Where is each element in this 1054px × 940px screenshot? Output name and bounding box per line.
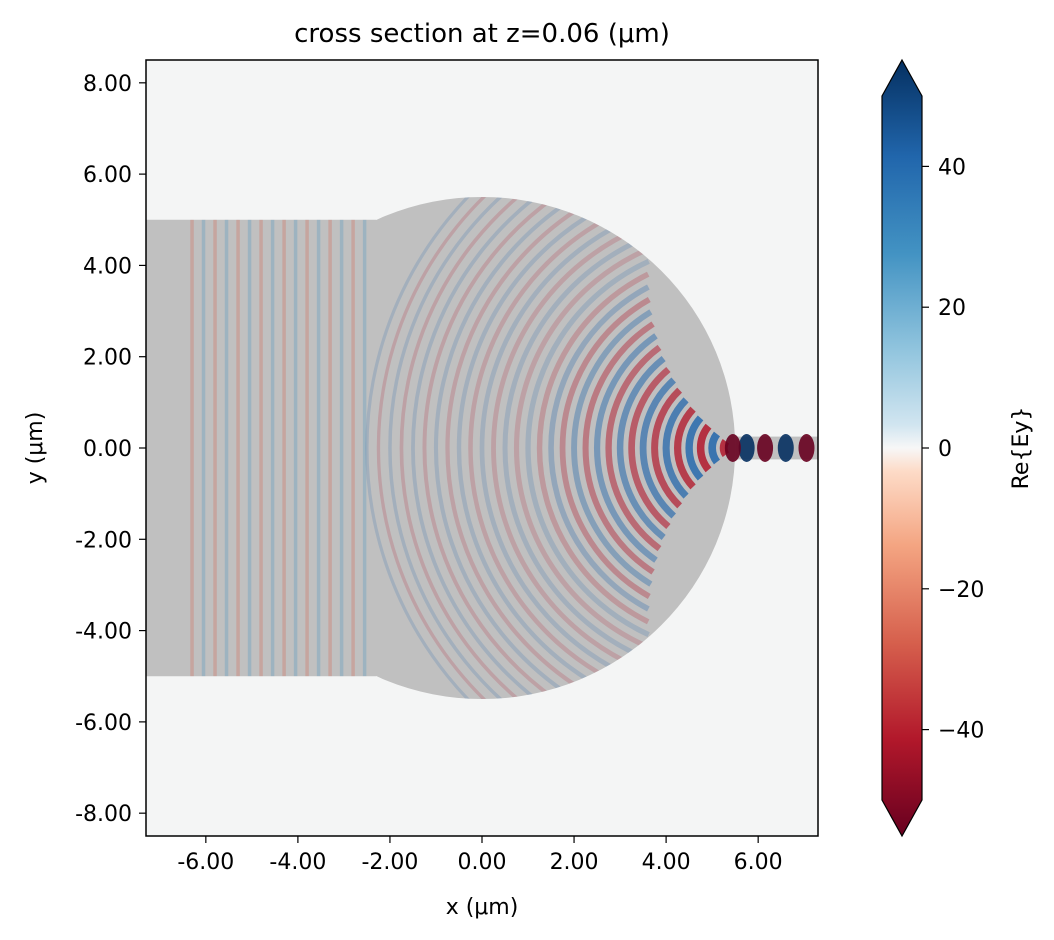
colorbar: 40 20 0 −20 −40 Re{Ey}	[881, 58, 1034, 838]
x-axis-ticks: -6.00 -4.00 -2.00 0.00 2.00 4.00 6.00	[177, 836, 783, 875]
y-tick-label: -4.00	[75, 620, 132, 645]
waveguide-field	[724, 434, 815, 462]
colorbar-gradient	[881, 58, 923, 838]
mode-field-lobe	[777, 434, 794, 462]
focusing-wavefront	[582, 321, 655, 575]
y-tick-label: 4.00	[83, 254, 132, 279]
y-tick-label: -6.00	[75, 711, 132, 736]
focusing-wavefront	[548, 284, 650, 612]
field-wavefronts	[190, 196, 730, 700]
focusing-wavefront	[525, 258, 650, 638]
x-tick-label: -4.00	[269, 850, 326, 875]
focusing-wavefront	[502, 232, 653, 664]
focusing-wavefront	[411, 196, 666, 700]
colorbar-tick-label: 20	[938, 296, 966, 321]
y-tick-label: 8.00	[83, 72, 132, 97]
focusing-wavefront	[685, 415, 704, 481]
colorbar-ticks: 40 20 0 −20 −40	[922, 155, 984, 744]
focusing-wavefront	[559, 297, 651, 599]
focusing-wavefront	[662, 397, 689, 499]
y-axis-ticks: 8.00 6.00 4.00 2.00 0.00 -2.00 -4.00 -6.00 -8.00	[75, 72, 146, 827]
plot-area	[146, 60, 818, 836]
y-tick-label: -8.00	[75, 802, 132, 827]
focusing-wavefront	[651, 387, 683, 509]
colorbar-tick-label: −40	[938, 719, 984, 744]
focusing-wavefront	[479, 206, 659, 690]
y-axis-label: y (μm)	[23, 412, 48, 485]
mode-field-lobe	[757, 434, 774, 462]
focusing-wavefront	[376, 196, 658, 700]
mode-field-lobe	[724, 434, 741, 462]
focusing-wavefront	[719, 438, 730, 458]
focusing-wavefront	[628, 366, 671, 530]
focusing-wavefront	[571, 309, 653, 587]
focusing-wavefront	[513, 245, 651, 651]
focusing-wavefront	[605, 344, 662, 552]
colorbar-tick-label: 0	[938, 437, 952, 462]
focusing-wavefront	[616, 356, 666, 540]
y-tick-label: 2.00	[83, 346, 132, 371]
focusing-wavefront	[388, 196, 660, 700]
mode-field-lobe	[738, 434, 755, 462]
structures	[146, 196, 818, 700]
focusing-wavefront	[696, 423, 712, 473]
focusing-wavefront	[399, 196, 663, 700]
focusing-wavefront	[445, 196, 673, 700]
focusing-wavefront	[365, 196, 655, 700]
mode-field-lobe	[798, 434, 815, 462]
focusing-wavefront	[708, 431, 721, 465]
x-tick-label: -2.00	[361, 850, 418, 875]
focusing-wavefront	[491, 219, 656, 677]
x-tick-label: -6.00	[177, 850, 234, 875]
x-tick-label: 2.00	[550, 850, 599, 875]
y-tick-label: 0.00	[83, 437, 132, 462]
colorbar-tick-label: −20	[938, 578, 984, 603]
chart-title: cross section at z=0.06 (μm)	[294, 19, 670, 49]
y-tick-label: -2.00	[75, 528, 132, 553]
focusing-wavefront	[673, 406, 696, 490]
focusing-wavefront	[456, 196, 668, 700]
focusing-wavefront	[434, 196, 671, 700]
x-tick-label: 6.00	[734, 850, 783, 875]
lens-structure	[228, 196, 736, 700]
focusing-wavefront	[639, 377, 676, 519]
x-tick-label: 0.00	[458, 850, 507, 875]
focusing-wavefront	[536, 271, 650, 625]
x-tick-label: 4.00	[642, 850, 691, 875]
x-axis-label: x (μm)	[446, 895, 519, 920]
output-waveguide	[735, 436, 818, 460]
y-tick-label: 6.00	[83, 163, 132, 188]
focusing-wavefront	[468, 196, 663, 700]
colorbar-tick-label: 40	[938, 155, 966, 180]
focusing-wavefront	[593, 333, 658, 563]
colorbar-label: Re{Ey}	[1009, 407, 1034, 490]
